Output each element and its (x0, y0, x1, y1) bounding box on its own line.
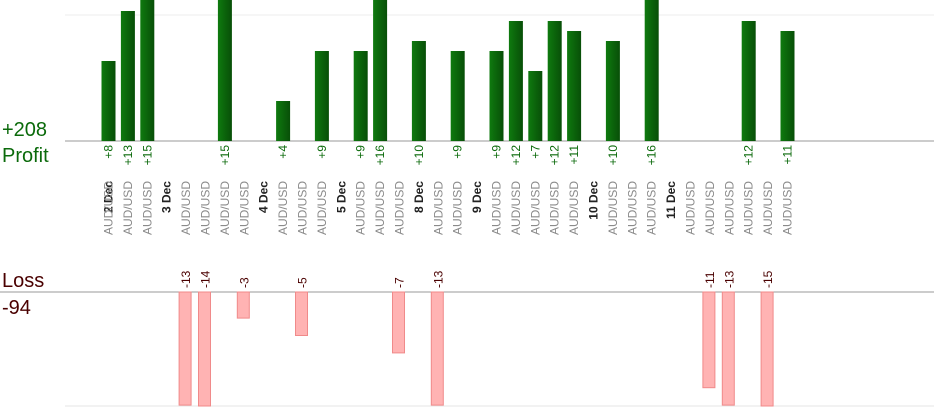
pair-label: AUD/USD (431, 181, 445, 235)
profit-value-label: +16 (645, 145, 659, 166)
pair-label: AUD/USD (393, 181, 407, 235)
profit-bar (373, 0, 388, 141)
pair-label: AUD/USD (140, 181, 154, 235)
pair-label: AUD/USD (354, 181, 368, 235)
profit-value-label: +15 (140, 145, 154, 166)
profit-value-label: +12 (509, 145, 523, 166)
profit-bar (741, 21, 756, 141)
pair-label: AUD/USD (179, 181, 193, 235)
loss-value-label: -13 (722, 270, 736, 288)
profit-bar (508, 21, 523, 141)
pair-label: AUD/USD (451, 181, 465, 235)
profit-bar (450, 51, 465, 141)
pair-label: AUD/USD (237, 181, 251, 235)
pair-label: AUD/USD (742, 181, 756, 235)
pair-label: AUD/USD (373, 181, 387, 235)
loss-total: -94 (2, 297, 31, 319)
profit-bar (120, 11, 135, 141)
pair-label: AUD/USD (315, 181, 329, 235)
pair-label: AUD/USD (199, 181, 213, 235)
pair-label: AUD/USD (781, 181, 795, 235)
loss-value-label: -14 (199, 270, 213, 288)
profit-value-label: +9 (315, 145, 329, 159)
loss-bar (702, 291, 716, 389)
profit-bar (605, 41, 620, 141)
profit-total: +208 (2, 119, 48, 141)
profit-bar (528, 71, 543, 141)
date-label: 5 Dec (334, 181, 348, 213)
loss-value-label: -15 (761, 270, 775, 288)
profit-bar (101, 61, 116, 141)
profit-value-label: +10 (606, 145, 620, 166)
loss-bar (178, 291, 192, 406)
loss-bar (430, 291, 444, 406)
profit-value-label: +11 (781, 145, 795, 165)
pair-label: AUD/USD (102, 181, 116, 235)
pair-label: AUD/USD (761, 181, 775, 235)
profit-bar (644, 0, 659, 141)
profit-bar (780, 31, 795, 141)
pair-label: AUD/USD (703, 181, 717, 235)
pair-label: AUD/USD (121, 181, 135, 235)
loss-bar (236, 291, 250, 319)
profit-value-label: +11 (567, 145, 581, 165)
loss-value-label: -3 (237, 277, 251, 288)
profit-value-label: +9 (354, 145, 368, 159)
pair-label: AUD/USD (296, 181, 310, 235)
date-label: 2 Dec (102, 181, 116, 213)
loss-label: Loss (2, 270, 45, 292)
pair-label: AUD/USD (684, 181, 698, 235)
loss-bar (198, 291, 211, 407)
profit-value-label: +13 (121, 145, 135, 166)
profit-value-label: +4 (276, 145, 290, 159)
profit-value-label: +16 (373, 145, 387, 166)
loss-value-label: -5 (296, 277, 310, 288)
profit-value-label: +8 (102, 145, 116, 159)
loss-value-label: -13 (431, 270, 445, 288)
date-label: 8 Dec (412, 181, 426, 213)
pair-label: AUD/USD (509, 181, 523, 235)
profit-bar (547, 21, 562, 141)
profit-value-label: +12 (548, 145, 562, 166)
profit-value-label: +9 (451, 145, 465, 159)
profit-bar (489, 51, 504, 141)
profit-value-label: +9 (490, 145, 504, 159)
profit-bar (276, 101, 291, 141)
profit-value-label: +10 (412, 145, 426, 166)
loss-value-label: -13 (179, 270, 193, 288)
date-label: 11 Dec (664, 181, 678, 219)
loss-bar (392, 291, 405, 354)
pair-label: AUD/USD (625, 181, 639, 235)
profit-bar (140, 0, 155, 141)
pair-label: AUD/USD (567, 181, 581, 235)
profit-bar (314, 51, 329, 141)
loss-bar (760, 291, 774, 407)
profit-bar (353, 51, 368, 141)
profit-value-label: +15 (218, 145, 232, 166)
profit-bar (411, 41, 426, 141)
pair-label: AUD/USD (606, 181, 620, 235)
pair-label: AUD/USD (722, 181, 736, 235)
profit-value-label: +12 (742, 145, 756, 166)
loss-bar (721, 291, 735, 406)
pair-label: AUD/USD (276, 181, 290, 235)
date-label: 9 Dec (470, 181, 484, 213)
pair-label: AUD/USD (528, 181, 542, 235)
loss-value-label: -11 (703, 271, 717, 288)
date-label: 4 Dec (257, 181, 271, 213)
date-label: 3 Dec (160, 181, 174, 213)
pair-label: AUD/USD (218, 181, 232, 235)
loss-value-label: -7 (393, 277, 407, 288)
loss-bar (295, 291, 308, 336)
pair-label: AUD/USD (490, 181, 504, 235)
pair-label: AUD/USD (548, 181, 562, 235)
profit-bar (217, 0, 232, 141)
profit-value-label: +7 (528, 145, 542, 159)
profit-label: Profit (2, 145, 49, 167)
pair-label: AUD/USD (645, 181, 659, 235)
date-label: 10 Dec (587, 181, 601, 220)
profit-bar (567, 31, 582, 141)
